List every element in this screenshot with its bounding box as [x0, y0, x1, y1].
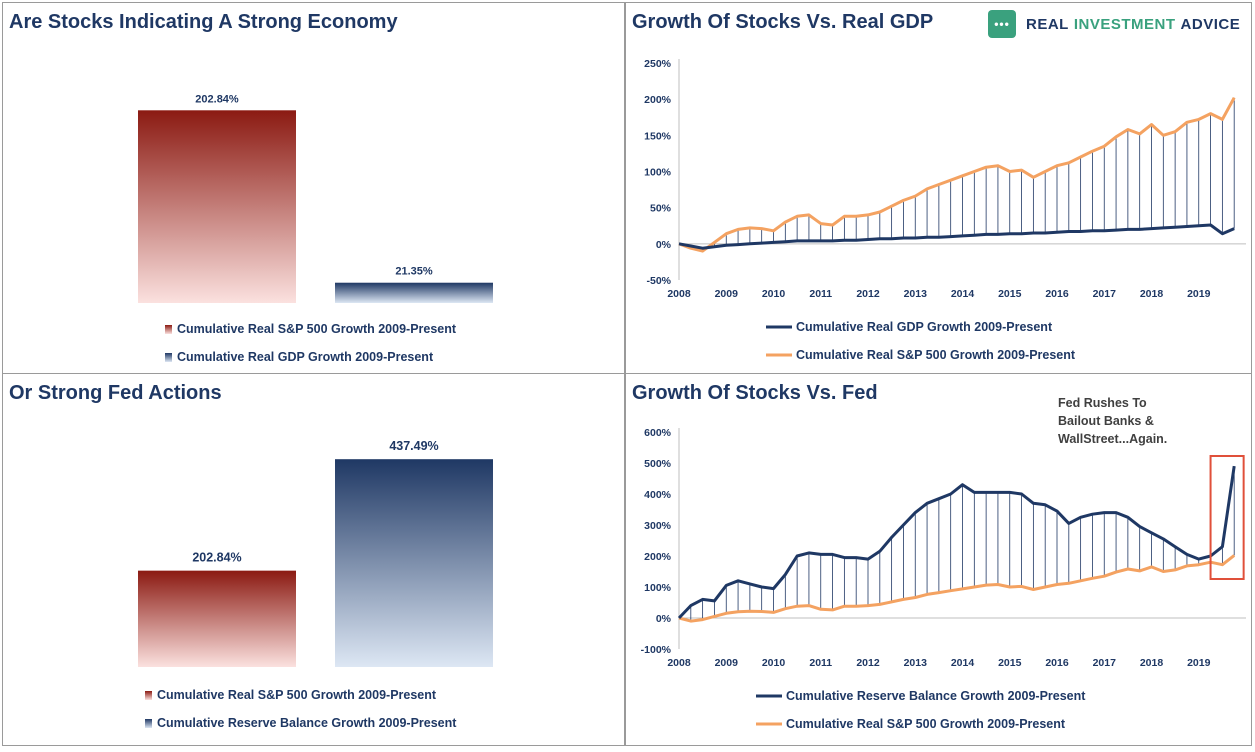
y-tick-label: 400% [644, 489, 672, 501]
bar [138, 570, 296, 667]
y-tick-label: -50% [646, 275, 671, 287]
x-tick-label: 2018 [1140, 657, 1164, 669]
data-label: 21.35% [395, 266, 433, 278]
annotation-line: WallStreet...Again. [1058, 432, 1168, 446]
line-chart-stocks-gdp: 250% 200% 150% 100% 50% 0% -50%2008 2009 2010 201… [644, 58, 1246, 362]
x-tick-label: 2011 [809, 657, 832, 669]
x-tick-label: 2014 [951, 288, 975, 300]
legend-label: Cumulative Real GDP Growth 2009-Present [796, 320, 1053, 334]
legend-label: Cumulative Real S&P 500 Growth 2009-Pres… [796, 348, 1076, 362]
x-tick-label: 2010 [762, 657, 786, 669]
y-tick-label: 100% [644, 582, 672, 594]
x-tick-label: 2013 [904, 288, 928, 300]
data-label: 202.84% [192, 551, 241, 565]
x-tick-label: 2011 [809, 288, 832, 300]
x-tick-label: 2016 [1045, 657, 1069, 669]
x-tick-label: 2008 [667, 288, 691, 300]
legend-label: Cumulative Real S&P 500 Growth 2009-Pres… [786, 717, 1066, 731]
panel-stocks-vs-fed: Growth Of Stocks Vs. Fed 600% 500% 400% 300… [625, 373, 1252, 746]
bar [335, 282, 493, 303]
legend-label: Cumulative Reserve Balance Growth 2009-P… [157, 716, 457, 730]
ellipsis-icon: ••• [988, 10, 1016, 38]
chart-title-fed-actions: Or Strong Fed Actions [9, 382, 222, 404]
x-tick-label: 2008 [667, 657, 691, 669]
legend-label: Cumulative Real GDP Growth 2009-Present [177, 350, 434, 364]
brand-word: ADVICE [1180, 15, 1241, 33]
panel-fed-bars: Or Strong Fed Actions 202.84% 437.49% Cumu… [2, 373, 625, 746]
x-tick-label: 2012 [856, 657, 880, 669]
y-tick-label: 200% [644, 94, 672, 106]
legend-swatch [145, 691, 152, 700]
y-tick-label: -100% [641, 644, 672, 656]
legend-swatch [165, 325, 172, 334]
legend-swatch [165, 353, 172, 362]
legend-label: Cumulative Reserve Balance Growth 2009-P… [786, 689, 1086, 703]
annotation-line: Bailout Banks & [1058, 414, 1154, 428]
x-tick-label: 2016 [1045, 288, 1069, 300]
line-chart-stocks-fed: 600% 500% 400% 300% 200% 100% 0% -100%2008 2009 2… [641, 427, 1246, 731]
x-tick-label: 2019 [1187, 288, 1211, 300]
y-tick-label: 150% [644, 130, 672, 142]
data-label: 202.84% [195, 93, 239, 105]
y-tick-label: 0% [656, 613, 672, 625]
x-tick-label: 2017 [1093, 657, 1117, 669]
series-line [678, 554, 1236, 623]
y-tick-label: 50% [650, 203, 672, 215]
x-tick-label: 2010 [762, 288, 786, 300]
brand-logo: ••• REAL INVESTMENT ADVICE [988, 8, 1240, 40]
x-tick-label: 2019 [1187, 657, 1211, 669]
x-tick-label: 2015 [998, 657, 1022, 669]
legend-swatch [145, 719, 152, 728]
series-line [678, 96, 1236, 253]
series-line [678, 223, 1235, 250]
bar-chart-fed: 202.84% 437.49% Cumulative Real S&P 500 Gr… [138, 439, 493, 730]
annotation-line: Fed Rushes To [1058, 396, 1147, 410]
y-tick-label: 0% [656, 239, 672, 251]
brand-word: INVESTMENT [1073, 15, 1176, 33]
y-tick-label: 300% [644, 520, 672, 532]
panel-economy-bars: Are Stocks Indicating A Strong Economy 2… [2, 2, 625, 375]
x-tick-label: 2013 [904, 657, 928, 669]
x-tick-label: 2012 [856, 288, 880, 300]
series-line [677, 465, 1236, 620]
y-tick-label: 500% [644, 458, 672, 470]
x-tick-label: 2015 [998, 288, 1022, 300]
bar-chart-economy: 202.84% 21.35% Cumulative Real S&P 500 Gro… [138, 93, 493, 364]
y-tick-label: 250% [644, 58, 672, 70]
chart-title-stocks-fed: Growth Of Stocks Vs. Fed [632, 382, 878, 404]
chart-title-economy: Are Stocks Indicating A Strong Economy [9, 11, 398, 33]
bar [335, 459, 493, 667]
legend-label: Cumulative Real S&P 500 Growth 2009-Pres… [157, 688, 437, 702]
y-tick-label: 600% [644, 427, 672, 439]
y-tick-label: 100% [644, 167, 672, 179]
brand-word: REAL [1026, 15, 1069, 33]
data-label: 437.49% [389, 439, 438, 453]
legend-label: Cumulative Real S&P 500 Growth 2009-Pres… [177, 322, 457, 336]
chart-title-stocks-gdp: Growth Of Stocks Vs. Real GDP [632, 11, 934, 33]
x-tick-label: 2009 [715, 657, 739, 669]
panel-stocks-vs-gdp: Growth Of Stocks Vs. Real GDP 250% 200% 15… [625, 2, 1252, 375]
y-tick-label: 200% [644, 551, 672, 563]
x-tick-label: 2018 [1140, 288, 1164, 300]
x-tick-label: 2009 [715, 288, 739, 300]
bar [138, 110, 296, 303]
highlight-box [1209, 455, 1245, 580]
x-tick-label: 2017 [1093, 288, 1117, 300]
fed-annotation: Fed Rushes To Bailout Banks & WallStreet… [1058, 394, 1167, 448]
x-tick-label: 2014 [951, 657, 975, 669]
